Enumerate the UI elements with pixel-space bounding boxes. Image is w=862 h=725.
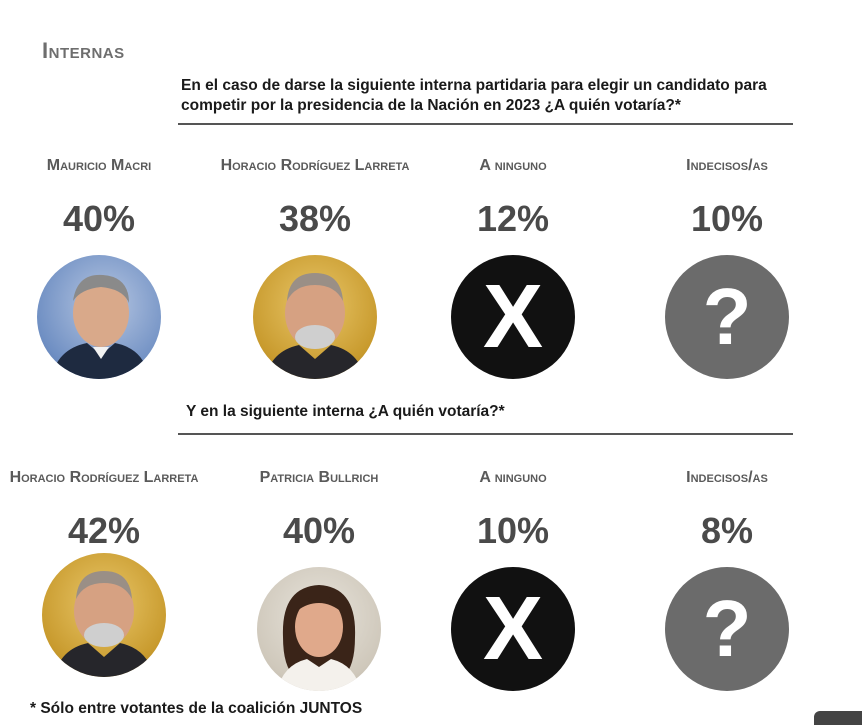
candidate-col: A ninguno 12% X — [413, 155, 613, 379]
x-icon: X — [451, 255, 575, 379]
macri-photo — [37, 255, 161, 379]
percent-label: 42% — [67, 510, 141, 551]
candidate-name: Horacio Rodríguez Larreta — [9, 469, 199, 486]
question-icon: ? — [665, 567, 789, 691]
section-title: Internas — [42, 38, 125, 63]
x-glyph: X — [482, 267, 544, 367]
x-glyph: X — [482, 579, 544, 679]
candidate-name: Indecisos/as — [686, 157, 768, 174]
candidate-col: Horacio Rodríguez Larreta 38% — [215, 155, 415, 379]
percent-label: 40% — [282, 510, 356, 551]
candidate-name: Horacio Rodríguez Larreta — [220, 157, 410, 174]
candidate-name: A ninguno — [479, 469, 547, 486]
larreta-photo — [42, 553, 166, 677]
question-1: En el caso de darse la siguiente interna… — [181, 77, 767, 114]
larreta-photo — [253, 255, 377, 379]
candidate-col: Indecisos/as 8% ? — [627, 467, 827, 691]
percent-label: 10% — [476, 510, 550, 551]
candidate-col: Patricia Bullrich 40% — [219, 467, 419, 691]
larreta-photo-icon — [54, 571, 154, 677]
percent-label: 8% — [700, 510, 754, 551]
candidate-col: Mauricio Macri 40% — [0, 155, 199, 379]
percent-label: 10% — [690, 198, 764, 239]
candidate-col: A ninguno 10% X — [413, 467, 613, 691]
bullrich-photo-icon — [277, 585, 361, 691]
candidate-name: Patricia Bullrich — [259, 469, 379, 486]
divider-2 — [178, 433, 793, 435]
percent-label: 38% — [278, 198, 352, 239]
divider-1 — [178, 123, 793, 125]
macri-photo-icon — [51, 274, 149, 379]
corner-tab — [814, 711, 862, 725]
candidate-col: Horacio Rodríguez Larreta 42% — [4, 467, 204, 677]
x-icon: X — [451, 567, 575, 691]
footnote: * Sólo entre votantes de la coalición JU… — [30, 700, 363, 717]
candidate-col: Indecisos/as 10% ? — [627, 155, 827, 379]
question-icon: ? — [665, 255, 789, 379]
candidate-name: Indecisos/as — [686, 469, 768, 486]
bullrich-photo — [257, 567, 381, 691]
larreta-photo-icon — [265, 273, 365, 379]
candidate-name: Mauricio Macri — [46, 157, 152, 174]
percent-label: 12% — [476, 198, 550, 239]
percent-label: 40% — [62, 198, 136, 239]
candidate-name: A ninguno — [479, 157, 547, 174]
question-glyph: ? — [702, 272, 752, 361]
question-glyph: ? — [702, 584, 752, 673]
question-2: Y en la siguiente interna ¿A quién votar… — [186, 403, 505, 420]
